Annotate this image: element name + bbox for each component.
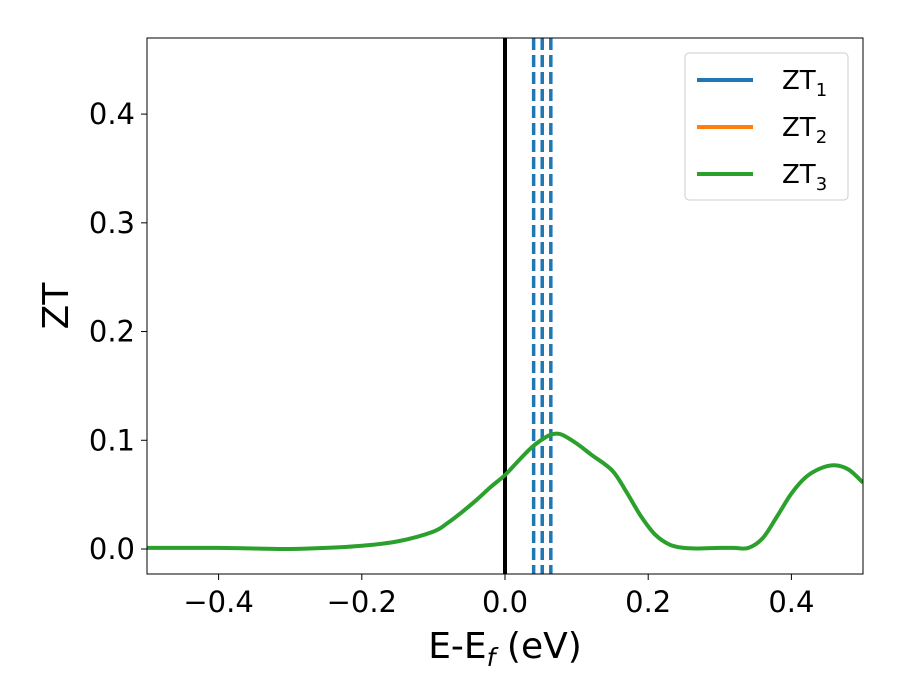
- legend-box: [684, 52, 849, 201]
- legend-label-2: ZT2: [782, 113, 827, 148]
- x-tick-label: −0.4: [183, 585, 253, 619]
- x-axis-label: E-Ef (eV): [428, 626, 582, 672]
- plot-area: [147, 38, 863, 574]
- legend-label-3: ZT3: [782, 160, 827, 195]
- legend: ZT1 ZT2 ZT3: [684, 52, 849, 201]
- x-tick-label: 0.4: [768, 585, 814, 619]
- y-tick-label: 0.2: [89, 315, 135, 349]
- x-tick-label: 0.2: [625, 585, 671, 619]
- legend-label-1: ZT1: [782, 66, 827, 101]
- series-line-0: [147, 431, 863, 552]
- y-tick-label: 0.3: [89, 206, 135, 240]
- y-tick-label: 0.4: [89, 97, 135, 131]
- axis-ticks: −0.4 −0.2 0.0 0.2 0.4 0.0 0.1 0.2 0.3 0.4: [89, 97, 815, 619]
- x-tick-label: −0.2: [327, 585, 397, 619]
- y-tick-label: 0.0: [89, 532, 135, 566]
- x-tick-label: 0.0: [482, 585, 528, 619]
- y-axis-label: ZT: [36, 282, 77, 330]
- y-tick-label: 0.1: [89, 423, 135, 457]
